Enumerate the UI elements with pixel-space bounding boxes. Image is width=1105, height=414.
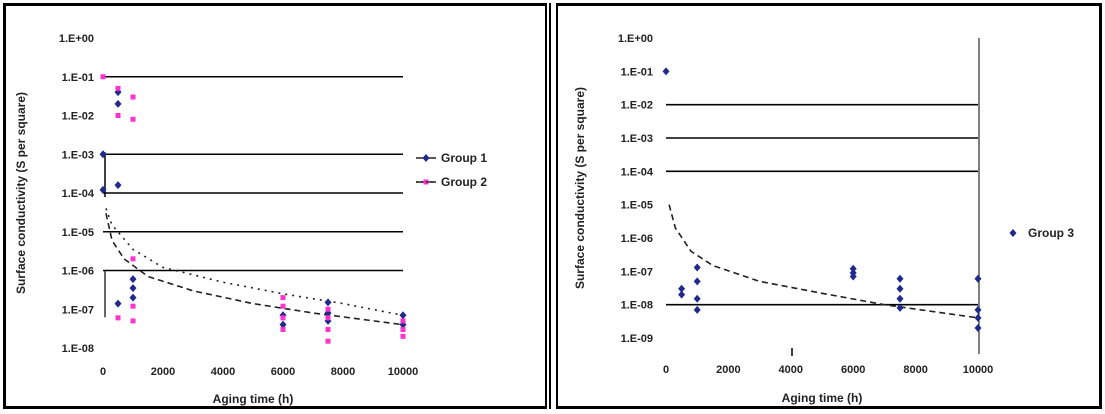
- data-point-group-3: [662, 67, 670, 76]
- right-chart-panel: [556, 3, 1102, 409]
- x-axis-title: Aging time (h): [213, 392, 294, 406]
- x-tick-label: 10000: [388, 366, 419, 378]
- y-tick-label: 1.E-09: [621, 333, 653, 345]
- y-tick-label: 1.E-06: [62, 266, 94, 278]
- y-tick-label: 1.E-06: [621, 233, 653, 245]
- y-tick-label: 1.E-04: [62, 188, 95, 200]
- data-point-group-1: [114, 299, 122, 308]
- data-point-group-3: [693, 263, 701, 272]
- data-point-group-2: [280, 315, 286, 321]
- data-point-group-2: [325, 338, 331, 344]
- data-point-group-2: [130, 116, 136, 122]
- data-point-group-2: [325, 315, 331, 321]
- x-tick-label: 8000: [331, 366, 355, 378]
- legend-label-group-1: Group 1: [441, 151, 487, 165]
- y-axis-title: Surface conductivity (S per square): [573, 87, 587, 289]
- data-point-group-3: [678, 290, 686, 299]
- x-tick-label: 4000: [779, 364, 803, 376]
- data-point-group-2: [280, 303, 286, 309]
- data-point-group-2: [400, 318, 406, 324]
- data-point-group-1: [324, 298, 332, 307]
- data-point-group-2: [130, 303, 136, 309]
- data-point-group-3: [678, 284, 686, 293]
- data-point-group-1: [399, 311, 407, 320]
- trendline-group-2: [105, 208, 404, 317]
- x-tick-label: 2000: [716, 364, 740, 376]
- data-point-group-1: [129, 293, 137, 302]
- data-point-group-2: [115, 113, 121, 118]
- data-point-group-3: [693, 305, 701, 314]
- y-tick-label: 1.E+00: [618, 33, 653, 45]
- x-tick-label: 6000: [841, 364, 865, 376]
- data-point-group-3: [974, 323, 982, 332]
- x-tick-label: 0: [100, 366, 106, 378]
- panel-divider: [549, 3, 551, 409]
- data-point-group-2: [400, 327, 406, 333]
- legend-marker: [1009, 229, 1017, 237]
- y-tick-label: 1.E-01: [62, 72, 94, 84]
- y-tick-label: 1.E-08: [62, 343, 94, 355]
- y-tick-label: 1.E-08: [621, 300, 653, 312]
- left-chart-panel: [3, 3, 547, 409]
- x-tick-label: 4000: [211, 366, 235, 378]
- data-point-group-2: [280, 327, 286, 333]
- data-point-group-1: [129, 275, 137, 284]
- x-tick-label: 10000: [963, 364, 994, 376]
- x-tick-label: 6000: [271, 366, 295, 378]
- data-point-group-2: [280, 295, 286, 301]
- x-tick-label: 8000: [903, 364, 927, 376]
- data-point-group-3: [896, 274, 904, 283]
- legend-marker: [422, 154, 430, 162]
- x-axis-title: Aging time (h): [782, 391, 863, 405]
- data-point-group-2: [325, 306, 331, 312]
- y-tick-label: 1.E+00: [59, 33, 94, 45]
- legend-label-group-2: Group 2: [441, 175, 487, 189]
- y-tick-label: 1.E-01: [621, 66, 653, 78]
- data-point-group-3: [896, 284, 904, 293]
- y-tick-label: 1.E-07: [621, 266, 653, 278]
- data-point-group-2: [325, 327, 331, 333]
- data-point-group-3: [849, 272, 857, 281]
- y-axis-title: Surface conductivity (S per square): [14, 92, 28, 294]
- data-point-group-2: [130, 318, 136, 324]
- data-point-group-3: [693, 277, 701, 286]
- data-point-group-1: [129, 284, 137, 293]
- data-point-group-1: [279, 320, 287, 329]
- data-point-group-2: [115, 85, 121, 91]
- legend-label-group-3: Group 3: [1028, 226, 1074, 240]
- data-point-group-3: [974, 274, 982, 283]
- data-point-group-2: [130, 94, 136, 100]
- data-point-group-1: [99, 185, 107, 194]
- trendline-group-3: [668, 204, 979, 319]
- y-tick-label: 1.E-03: [62, 149, 94, 161]
- y-tick-label: 1.E-03: [621, 133, 653, 145]
- data-point-group-1: [99, 150, 107, 159]
- data-point-group-3: [693, 294, 701, 303]
- data-point-group-2: [100, 74, 106, 80]
- y-tick-label: 1.E-07: [62, 304, 94, 316]
- x-tick-label: 0: [663, 364, 669, 376]
- data-point-group-3: [974, 313, 982, 322]
- y-tick-label: 1.E-05: [621, 200, 653, 212]
- trendline-group-1: [105, 213, 404, 326]
- data-point-group-1: [114, 181, 122, 190]
- y-tick-label: 1.E-02: [621, 100, 653, 112]
- data-point-group-3: [974, 305, 982, 314]
- data-point-group-2: [115, 315, 121, 321]
- y-tick-label: 1.E-05: [62, 227, 94, 239]
- data-point-group-3: [896, 303, 904, 312]
- x-tick-label: 2000: [151, 366, 175, 378]
- data-point-group-2: [400, 333, 406, 339]
- data-point-group-1: [114, 99, 122, 108]
- data-point-group-3: [849, 264, 857, 273]
- data-point-group-3: [896, 294, 904, 303]
- y-tick-label: 1.E-02: [62, 111, 94, 123]
- data-point-group-2: [130, 256, 136, 262]
- y-tick-label: 1.E-04: [621, 166, 654, 178]
